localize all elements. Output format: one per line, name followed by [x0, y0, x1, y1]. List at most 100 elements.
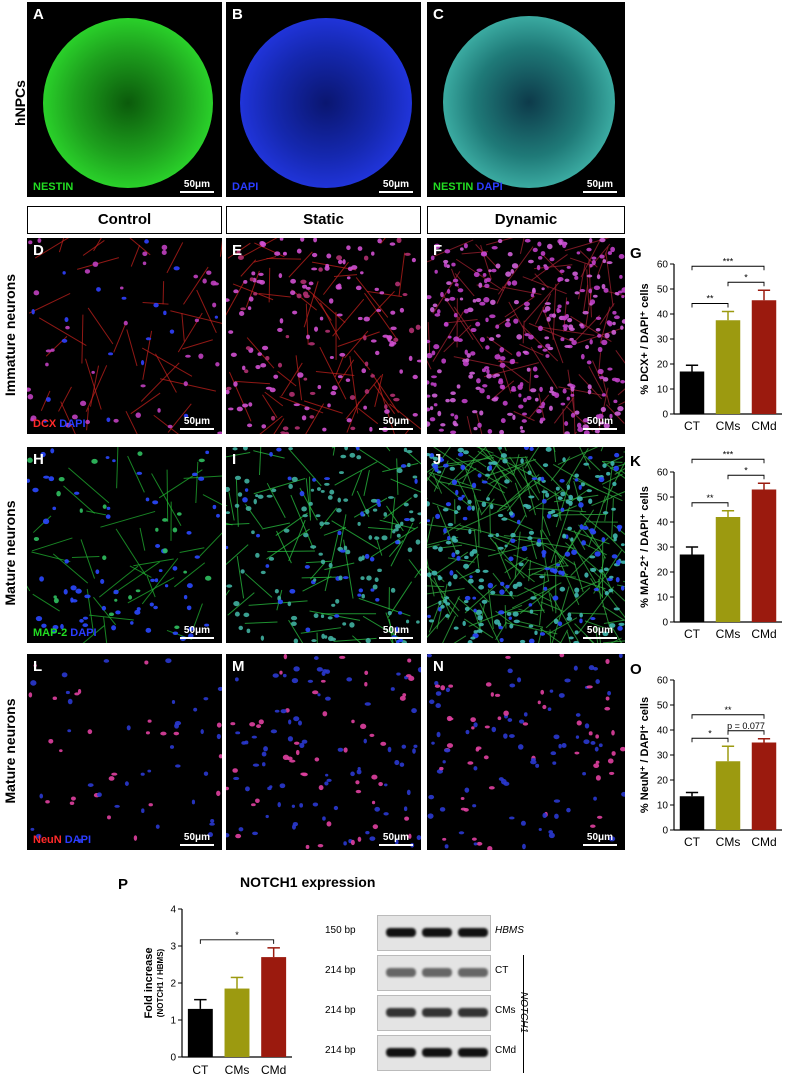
bar-cms — [715, 517, 741, 622]
chart-k-map2: K % MAP-2⁺ / DAPI⁺ cells 0 10 20 30 40 50 60 CT CM… — [630, 450, 782, 641]
micrograph-texture — [427, 447, 625, 643]
chart-o-neun: O % NeuN⁺ / DAPI⁺ cells 0 10 20 30 40 50 60 CT CMs… — [630, 661, 782, 849]
y-tick-label: 50 — [657, 285, 669, 296]
scale-bar-i: 50μm — [379, 625, 413, 639]
significance-label: * — [744, 465, 748, 475]
stain-label-h: MAP-2 DAPI — [33, 627, 97, 639]
x-tick-label-ct: CT — [684, 835, 701, 849]
panel-letter-l: L — [33, 658, 43, 675]
bar-ct — [679, 796, 705, 830]
scale-bar-f: 50μm — [583, 416, 617, 430]
significance-bracket — [727, 281, 765, 287]
gel-lane-label: HBMS — [495, 925, 524, 936]
panel-letter-f: F — [433, 242, 443, 259]
panel-letter-n: N — [433, 658, 444, 675]
micrograph-texture — [226, 654, 421, 850]
significance-bracket — [691, 458, 765, 464]
panel-e-dcx-image: E 50μm — [226, 238, 421, 434]
bar-ct — [187, 1008, 213, 1057]
panel-f-dcx-image: F 50μm — [427, 238, 625, 434]
bar-cmd — [261, 957, 287, 1057]
gel-row-ct: 214 bp CT — [325, 955, 555, 991]
panel-h-map2-image: H MAP-2 DAPI 50μm — [27, 447, 222, 643]
scale-bar-j: 50μm — [583, 625, 617, 639]
significance-bracket — [727, 730, 765, 735]
gel-band — [386, 928, 416, 937]
panel-letter-g: G — [630, 245, 642, 262]
scale-bar-l: 50μm — [180, 832, 214, 846]
gel-band — [458, 1048, 488, 1057]
row-label-mature-1: Mature neurons — [2, 500, 18, 606]
gel-row-cmd: 214 bp CMd — [325, 1035, 555, 1071]
gel-band — [422, 928, 452, 937]
stain-label-d: DCX DAPI — [33, 418, 86, 430]
y-axis-label-2: (NOTCH1 / HBMS) — [156, 948, 165, 1017]
panel-letter-k: K — [630, 453, 641, 470]
panel-letter-j: J — [433, 451, 442, 468]
y-axis-label: % DCX+ / DAPI⁺ cells — [639, 283, 651, 394]
bar-cmd — [751, 489, 777, 622]
scale-bar-b: 50μm — [379, 179, 413, 193]
bar-ct — [679, 371, 705, 414]
scale-bar-n: 50μm — [583, 832, 617, 846]
panel-letter-e: E — [232, 242, 243, 259]
x-tick-label-ct: CT — [684, 419, 701, 433]
micrograph-texture — [28, 658, 222, 843]
panel-n-neun-image: N 50μm — [427, 654, 625, 850]
gel-band — [422, 1048, 452, 1057]
gel-band — [386, 968, 416, 977]
y-tick-label: 2 — [170, 979, 176, 990]
micrograph-texture — [27, 447, 222, 643]
y-tick-label: 50 — [657, 493, 669, 504]
y-tick-label: 60 — [657, 260, 669, 271]
panel-letter-m: M — [232, 658, 245, 675]
row-label-hnpcs: hNPCs — [12, 80, 28, 126]
significance-bracket — [691, 737, 729, 743]
x-tick-label-cms: CMs — [225, 1063, 250, 1077]
significance-label: ** — [706, 493, 714, 503]
panel-i-map2-image: I 50μm — [226, 447, 421, 643]
y-tick-label: 0 — [170, 1053, 176, 1064]
x-tick-label-cmd: CMd — [261, 1063, 286, 1077]
scale-bar-e: 50μm — [379, 416, 413, 430]
gel-size-label: 150 bp — [325, 925, 356, 936]
x-tick-label-cms: CMs — [716, 627, 741, 641]
scale-bar-h: 50μm — [180, 625, 214, 639]
gel-row-hbms: 150 bp HBMS — [325, 915, 555, 951]
bar-ct — [679, 554, 705, 622]
panel-m-neun-image: M 50μm — [226, 654, 421, 850]
y-tick-label: 1 — [170, 1016, 176, 1027]
condition-header-dynamic: Dynamic — [427, 206, 625, 234]
scale-bar-d: 50μm — [180, 416, 214, 430]
gel-lane-label: CT — [495, 965, 509, 976]
x-tick-label-cmd: CMd — [751, 835, 776, 849]
significance-label: * — [235, 930, 239, 940]
y-tick-label: 60 — [657, 468, 669, 479]
significance-label: * — [744, 272, 748, 282]
gel-band — [386, 1048, 416, 1057]
x-tick-label-cmd: CMd — [751, 419, 776, 433]
gel-band — [386, 1008, 416, 1017]
stain-label-l: NeuN DAPI — [33, 834, 92, 846]
bar-cms — [715, 761, 741, 830]
y-tick-label: 30 — [657, 751, 669, 762]
panel-letter-d: D — [33, 242, 44, 259]
x-tick-label-cmd: CMd — [751, 627, 776, 641]
y-tick-label: 40 — [657, 518, 669, 529]
panel-j-map2-image: J 50μm — [427, 447, 625, 643]
y-axis-label: % MAP-2⁺ / DAPI⁺ cells — [639, 486, 651, 608]
significance-label: * — [708, 728, 712, 738]
y-tick-label: 20 — [657, 568, 669, 579]
scale-bar-a: 50μm — [180, 179, 214, 193]
y-tick-label: 30 — [657, 335, 669, 346]
scale-bar-m: 50μm — [379, 832, 413, 846]
significance-bracket — [691, 714, 765, 719]
chart-g-dcx: G % DCX+ / DAPI⁺ cells 0 10 20 30 40 50 60 CT CMs C… — [630, 245, 782, 433]
y-tick-label: 50 — [657, 701, 669, 712]
panel-a-nestin-image: A NESTIN 50μm — [27, 2, 222, 197]
y-tick-label: 10 — [657, 385, 669, 396]
y-tick-label: 30 — [657, 543, 669, 554]
panel-d-dcx-image: D DCX DAPI 50μm — [27, 238, 222, 434]
gel-band — [458, 968, 488, 977]
row-label-immature: Immature neurons — [2, 273, 18, 397]
